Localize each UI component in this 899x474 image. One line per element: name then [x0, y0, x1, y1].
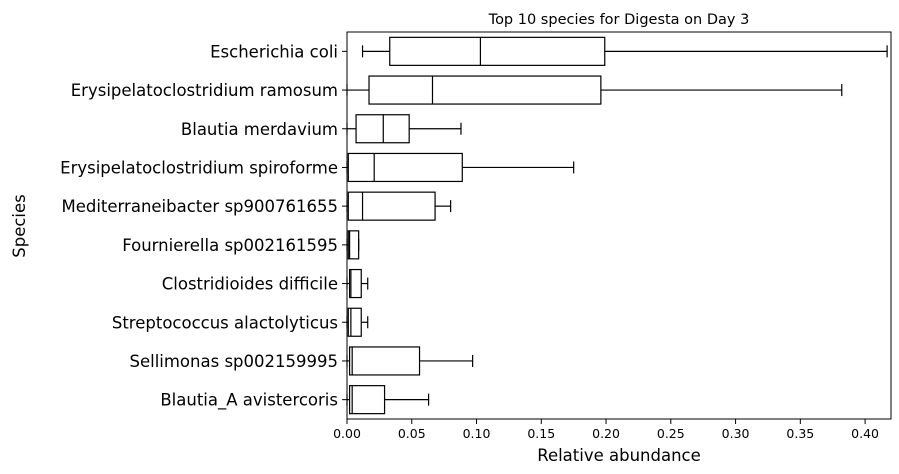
box-group	[346, 152, 575, 183]
x-tick-label: 0.40	[851, 426, 879, 441]
x-tick-label: 0.15	[527, 426, 555, 441]
y-tick-label: Mediterraneibacter sp900761655	[61, 197, 338, 216]
iqr-box	[348, 385, 386, 415]
y-axis-label: Species	[10, 194, 29, 258]
box-group	[346, 385, 430, 415]
y-tick-label: Blautia merdavium	[181, 120, 338, 139]
iqr-box	[348, 268, 362, 299]
iqr-box	[348, 346, 421, 376]
iqr-box	[347, 230, 360, 260]
y-tick-label: Escherichia coli	[210, 42, 338, 61]
chart-title: Top 10 species for Digesta on Day 3	[488, 12, 750, 28]
box-group	[346, 114, 462, 144]
y-tick-labels: Escherichia coli Erysipelatoclostridium r…	[60, 42, 347, 411]
box-group	[346, 191, 452, 221]
x-tick-label: 0.05	[398, 426, 426, 441]
x-tick-label: 0.35	[786, 426, 814, 441]
iqr-box	[368, 75, 602, 105]
x-tick-label: 0.25	[657, 426, 685, 441]
y-tick-label: Clostridioides difficile	[162, 275, 338, 294]
box-group	[346, 346, 474, 376]
box-group	[346, 75, 843, 105]
box-group	[346, 230, 360, 260]
x-axis-label: Relative abundance	[537, 446, 701, 465]
y-tick-label: Sellimonas sp002159995	[129, 352, 338, 371]
x-ticks: 0.00 0.05 0.10 0.15 0.20 0.25 0.30 0.35 0.40	[333, 419, 879, 441]
iqr-box	[347, 191, 436, 221]
box-group	[361, 36, 888, 66]
y-tick-label: Streptococcus alactolyticus	[112, 313, 338, 332]
x-tick-label: 0.30	[722, 426, 750, 441]
y-tick-label: Fournierella sp002161595	[122, 236, 338, 255]
y-tick-label: Erysipelatoclostridium spiroforme	[60, 158, 338, 177]
box-group	[346, 307, 369, 337]
iqr-box	[347, 307, 362, 337]
box-group	[346, 268, 369, 299]
iqr-box	[347, 152, 463, 183]
boxes-layer	[346, 36, 888, 415]
x-tick-label: 0.10	[463, 426, 491, 441]
x-tick-label: 0.20	[592, 426, 620, 441]
plot-area-frame	[346, 31, 892, 420]
iqr-box	[389, 36, 606, 66]
y-tick-label: Erysipelatoclostridium ramosum	[71, 81, 338, 100]
y-tick-label: Blautia_A avistercoris	[160, 391, 338, 411]
x-tick-label: 0.00	[333, 426, 361, 441]
iqr-box	[355, 114, 410, 144]
